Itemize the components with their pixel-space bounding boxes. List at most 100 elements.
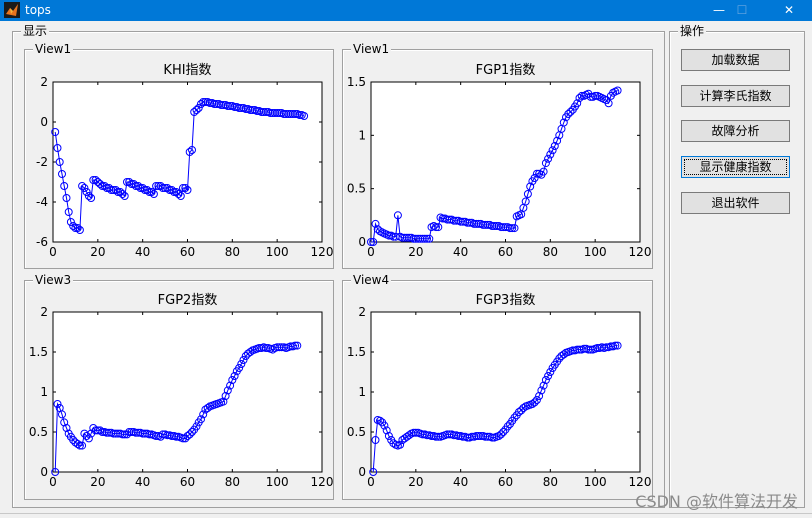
- data-point: [519, 404, 528, 412]
- watermark: CSDN @软件算法开发: [635, 492, 798, 511]
- data-point: [179, 434, 187, 443]
- x-tick-label: 60: [180, 475, 195, 489]
- data-point: [566, 107, 575, 116]
- load-data-button[interactable]: 加载数据: [681, 49, 790, 71]
- data-point: [497, 430, 505, 439]
- matlab-icon: [4, 2, 20, 18]
- data-point: [423, 234, 431, 243]
- data-point: [219, 397, 228, 406]
- x-tick-label: 80: [225, 475, 240, 489]
- x-tick-label: 60: [180, 245, 195, 259]
- data-point: [550, 142, 559, 150]
- data-point: [434, 223, 443, 232]
- data-point: [185, 148, 194, 156]
- fault-analysis-button[interactable]: 故障分析: [681, 120, 790, 142]
- data-point: [91, 176, 100, 184]
- data-point: [223, 386, 232, 395]
- x-tick-label: 0: [367, 475, 375, 489]
- y-tick-label: 1.5: [347, 75, 366, 89]
- data-point: [604, 99, 613, 108]
- x-tick-label: 120: [311, 475, 334, 489]
- y-tick-label: 1.5: [347, 345, 366, 359]
- y-tick-label: -4: [36, 195, 48, 209]
- x-tick-label: 100: [266, 475, 289, 489]
- data-point: [84, 434, 93, 443]
- data-point: [230, 372, 239, 380]
- data-point: [539, 381, 548, 390]
- view-panel-label-1: View1: [33, 42, 74, 56]
- data-point: [53, 144, 62, 152]
- data-point: [145, 188, 154, 196]
- y-tick-label: 0.5: [347, 425, 366, 439]
- data-point: [80, 184, 89, 192]
- display-group-label: 显示: [21, 24, 50, 38]
- data-point: [613, 341, 622, 350]
- x-tick-label: 40: [135, 245, 150, 259]
- show-health-index-button[interactable]: 显示健康指数: [681, 156, 790, 178]
- x-tick-label: 40: [453, 245, 468, 259]
- data-point: [190, 108, 199, 116]
- y-tick-label: 0: [40, 465, 48, 479]
- data-point: [58, 410, 66, 419]
- x-tick-label: 0: [49, 475, 57, 489]
- maximize-button[interactable]: ☐: [736, 3, 748, 17]
- view-panel-2: View1: [342, 43, 653, 269]
- data-point: [371, 436, 380, 444]
- y-tick-label: -6: [36, 235, 48, 249]
- exit-software-button[interactable]: 退出软件: [681, 192, 790, 214]
- data-point: [221, 392, 230, 400]
- plot-area: [52, 81, 323, 243]
- data-point: [134, 182, 143, 190]
- data-point: [503, 422, 512, 431]
- data-point: [78, 441, 87, 450]
- data-point: [228, 376, 237, 384]
- data-point: [66, 218, 75, 226]
- x-tick-label: 20: [90, 245, 105, 259]
- chart-title: KHI指数: [163, 63, 211, 78]
- chart-3: FGP2指数 0 20 40 60 80 100 120 0 0.5 1 1.5 2: [29, 293, 334, 489]
- data-point: [521, 197, 530, 206]
- data-point: [129, 180, 138, 188]
- data-point: [541, 159, 550, 168]
- view-panel-label-3: View3: [33, 273, 74, 287]
- data-point: [163, 184, 172, 192]
- data-point: [138, 184, 147, 192]
- data-point: [60, 418, 69, 427]
- x-tick-label: 100: [266, 245, 289, 259]
- plot-area: [370, 81, 641, 243]
- data-point: [241, 352, 250, 360]
- data-point: [125, 178, 134, 186]
- data-point: [73, 224, 82, 232]
- data-point: [548, 146, 557, 155]
- data-point: [199, 410, 208, 419]
- view-panel-4: View4: [342, 274, 653, 500]
- data-point: [73, 440, 82, 448]
- data-point: [82, 188, 91, 196]
- data-point: [75, 226, 84, 234]
- data-point: [114, 188, 122, 196]
- data-point: [246, 348, 255, 356]
- data-point: [226, 381, 235, 390]
- data-point: [120, 430, 129, 439]
- data-point: [396, 440, 405, 449]
- data-point: [183, 186, 192, 194]
- x-tick-label: 0: [49, 245, 57, 259]
- window-title: tops: [25, 3, 51, 17]
- data-point: [194, 104, 203, 112]
- data-point: [420, 234, 429, 243]
- data-point: [559, 350, 568, 359]
- title-bar[interactable]: tops — ☐ ✕: [0, 0, 812, 21]
- compute-lee-index-button[interactable]: 计算李氏指数: [681, 85, 790, 107]
- data-point: [382, 426, 391, 435]
- close-button[interactable]: ✕: [783, 3, 795, 17]
- data-point: [55, 158, 64, 166]
- x-tick-label: 40: [135, 475, 150, 489]
- y-tick-label: 0: [358, 465, 366, 479]
- data-point: [192, 106, 201, 114]
- window-bottom-edge: [0, 513, 812, 514]
- x-tick-label: 80: [543, 245, 558, 259]
- chart-2: FGP1指数 0 20 40 60 80 100 120 0 0.5 1 1.5: [347, 63, 652, 259]
- data-point: [181, 434, 190, 443]
- minimize-button[interactable]: —: [713, 3, 725, 17]
